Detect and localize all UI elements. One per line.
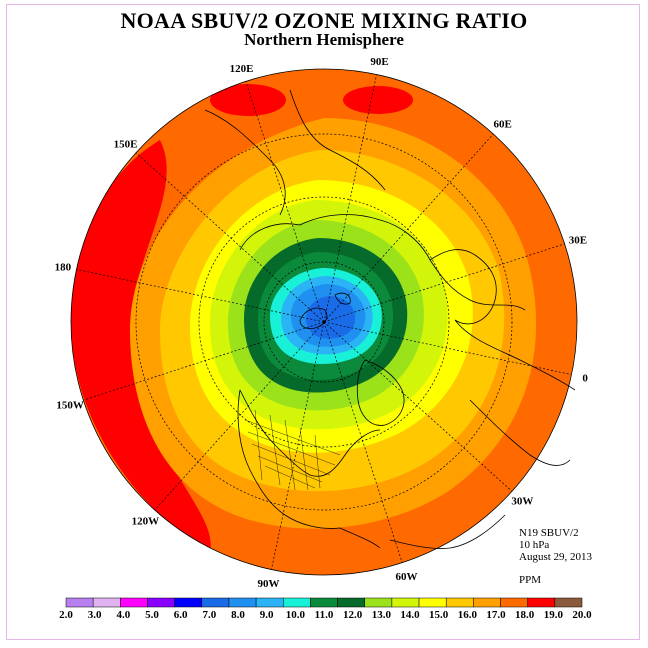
colorbar-swatch (228, 597, 257, 608)
longitude-label: 0 (582, 373, 588, 385)
globe-outline (70, 68, 578, 576)
colorbar-tick-label: 13.0 (372, 609, 392, 621)
colorbar-swatch (337, 597, 365, 608)
colorbar-swatch (364, 597, 393, 608)
colorbar-swatch (391, 597, 420, 608)
colorbar-swatch (92, 597, 121, 608)
colorbar-tick-label: 14.0 (400, 609, 420, 621)
coast-eurasia-north (239, 214, 526, 311)
colorbar-swatch (500, 597, 528, 608)
longitude-label: 60W (396, 571, 418, 583)
colorbar-swatch (201, 597, 230, 608)
longitude-label: 90E (370, 56, 388, 68)
colorbar-tick-label: 15.0 (429, 609, 449, 621)
colorbar-swatch (147, 597, 175, 608)
instrument-label: N19 SBUV/2 (519, 527, 579, 539)
coast-africa (469, 399, 571, 466)
colorbar-swatch (283, 597, 311, 608)
colorbar-tick-label: 10.0 (286, 609, 306, 621)
colorbar-tick-label: 6.0 (174, 609, 188, 621)
date-label: August 29, 2013 (519, 551, 593, 563)
contour-field (71, 69, 577, 575)
chart-subtitle: Northern Hemisphere (244, 30, 404, 49)
coast-north-america (237, 389, 381, 516)
units-label: PPM (519, 574, 542, 586)
longitude-labels: 120E 90E 60E 30E 0 30W 60W 90W 120W 150W 180 150E (55, 56, 589, 590)
contour-19-north-1 (210, 84, 286, 116)
longitude-label: 150W (56, 400, 84, 412)
colorbar-swatch (310, 597, 338, 608)
longitude-label: 30E (569, 234, 587, 246)
colorbar-tick-label: 9.0 (260, 609, 274, 621)
pressure-level-label: 10 hPa (519, 539, 550, 551)
latitude-circle-60 (198, 196, 450, 448)
colorbar-tick-label: 11.0 (315, 609, 334, 621)
coastlines (204, 89, 576, 549)
colorbar-tick-label: 12.0 (343, 609, 363, 621)
colorbar-swatch (527, 597, 556, 608)
colorbar-tick-label: 16.0 (458, 609, 478, 621)
coast-europe (429, 249, 576, 391)
latitude-circle-45 (135, 133, 513, 511)
contour-19-west (71, 140, 211, 552)
longitude-label: 60E (493, 119, 511, 131)
colorbar-tick-label: 20.0 (572, 609, 592, 621)
coast-arctic-islands (299, 292, 351, 329)
colorbar-swatch (65, 597, 94, 608)
colorbar-tick-label: 19.0 (544, 609, 564, 621)
coast-asia-east (204, 89, 386, 216)
graticule (76, 74, 572, 570)
coast-south-america (389, 514, 506, 549)
longitude-label: 30W (511, 496, 533, 508)
colorbar-tick-label: 8.0 (231, 609, 245, 621)
colorbar-tick-label: 17.0 (486, 609, 506, 621)
colorbar-tick-label: 4.0 (116, 609, 130, 621)
colorbar-tick-label: 5.0 (145, 609, 159, 621)
coast-greenland (356, 359, 405, 426)
colorbar-tick-label: 2.0 (59, 609, 73, 621)
longitude-label: 120W (132, 515, 160, 527)
colorbar-swatch (473, 597, 501, 608)
colorbar-tick-label: 3.0 (88, 609, 102, 621)
longitude-label: 150E (114, 138, 138, 150)
colorbar-swatch (120, 597, 148, 608)
us-state-boundaries (244, 409, 341, 491)
longitude-label: 180 (55, 261, 72, 273)
colorbar-swatch (418, 597, 447, 608)
coast-central-america (284, 514, 381, 549)
colorbar-tick-label: 7.0 (202, 609, 216, 621)
chart-title: NOAA SBUV/2 OZONE MIXING RATIO (120, 8, 528, 33)
latitude-circle-75 (263, 261, 385, 383)
contour-19-north-2 (343, 86, 413, 114)
colorbar-tick-label: 18.0 (515, 609, 535, 621)
colorbar-swatch (174, 597, 203, 608)
colorbar-swatch (554, 597, 583, 608)
longitude-label: 120E (230, 63, 254, 75)
colorbar-swatch (255, 597, 284, 608)
colorbar-swatch (445, 597, 474, 608)
longitude-label: 90W (257, 578, 279, 590)
colorbar: 2.0 3.0 4.0 5.0 6.0 7.0 8.0 9.0 10.0 11.0 12.0 13.0… (59, 597, 592, 621)
info-block: N19 SBUV/2 10 hPa August 29, 2013 (519, 527, 592, 563)
